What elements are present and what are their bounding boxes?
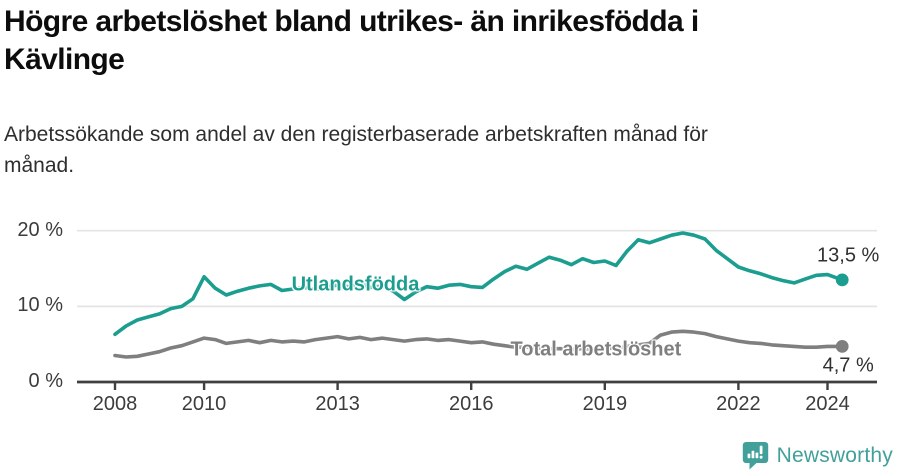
series-label-1: Total arbetslöshet [510,338,682,361]
series-end-value-1: 4,7 % [822,354,874,377]
newsworthy-brand[interactable]: Newsworthy [742,441,893,470]
x-axis-tick-label: 2019 [582,393,628,415]
x-axis-tick-label: 2013 [315,393,360,415]
series-line-0 [113,231,845,337]
x-axis-tick-label: 2016 [448,393,494,415]
series-label-0: Utlandsfödda [291,273,420,296]
x-axis-tick-label: 2008 [92,393,138,415]
series-end-dot-0 [835,273,849,287]
y-axis-tick-label: 10 % [17,294,63,317]
page-subtitle: Arbetssökande som andel av den registerb… [4,123,708,177]
x-axis-tick-label: 2022 [716,393,761,415]
newsworthy-logo-icon [742,442,768,470]
page-title: Högre arbetslöshet bland utrikes- än inr… [4,5,699,76]
newsworthy-wordmark: Newsworthy [776,443,893,467]
series-line-1 [113,329,845,359]
series-end-dot-1 [835,340,849,353]
y-axis-tick-label: 20 % [17,218,63,241]
x-axis-tick-label: 2010 [181,393,227,415]
x-axis-tick-label: 2024 [805,393,850,415]
series-end-value-0: 13,5 % [817,244,880,267]
y-axis-tick-label: 0 % [28,370,63,392]
